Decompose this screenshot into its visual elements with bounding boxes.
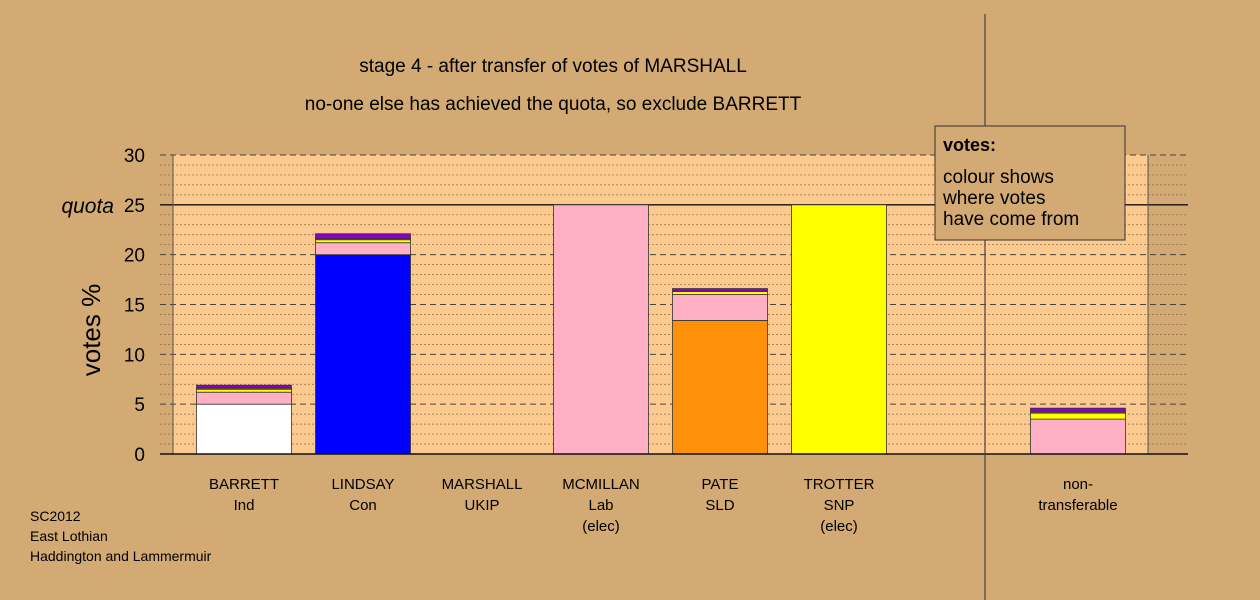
- bar-barrett-segment-ukip: [196, 384, 292, 389]
- footer-line: Haddington and Lammermuir: [30, 548, 212, 564]
- bar-nontransferable-segment-ukip: [1030, 407, 1126, 413]
- y-tick-label: 25: [124, 196, 145, 217]
- bar-trotter-segment-snp: [791, 204, 887, 455]
- candidate-name: MCMILLAN: [562, 476, 640, 493]
- bar-pate-segment-sld: [672, 320, 768, 455]
- y-tick-label: 15: [124, 296, 145, 317]
- nontransferable-label: transferable: [1038, 497, 1117, 514]
- legend-line: colour shows: [943, 167, 1054, 188]
- bar-barrett-segment-lab: [196, 391, 292, 405]
- party-label: Ind: [234, 497, 255, 514]
- nontransferable-label: non-: [1063, 476, 1093, 493]
- party-label: SLD: [705, 497, 734, 514]
- legend-line: have come from: [943, 209, 1079, 230]
- bar-lindsay-segment-con: [315, 254, 411, 455]
- chart-title: stage 4 - after transfer of votes of MAR…: [359, 56, 747, 77]
- legend-title: votes:: [943, 135, 996, 155]
- elected-note: (elec): [582, 518, 620, 535]
- footer-info: SC2012 East Lothian Haddington and Lamme…: [30, 506, 211, 566]
- axes: 0 5 10 15 20 25 30: [124, 14, 1188, 600]
- candidate-name: MARSHALL: [442, 476, 523, 493]
- candidate-name: TROTTER: [804, 476, 875, 493]
- bar-lindsay-segment-snp: [315, 239, 411, 244]
- legend-line: where votes: [942, 188, 1045, 209]
- elected-note: (elec): [820, 518, 858, 535]
- quota-label: quota: [61, 195, 114, 218]
- category-labels: BARRETT Ind LINDSAY Con MARSHALL UKIP MCMILLAN…: [209, 476, 1118, 535]
- bar-lindsay-segment-lab: [315, 242, 411, 256]
- y-tick-label: 10: [124, 345, 145, 366]
- party-label: UKIP: [464, 497, 499, 514]
- party-label: SNP: [824, 497, 855, 514]
- bar-nontransferable-segment-snp: [1030, 412, 1126, 420]
- candidate-name: BARRETT: [209, 476, 279, 493]
- bar-lindsay-segment-ukip: [315, 233, 411, 240]
- party-label: Con: [349, 497, 377, 514]
- bar-nontransferable-segment-lab: [1030, 418, 1126, 455]
- y-tick-label: 20: [124, 246, 145, 267]
- bar-pate-segment-lab: [672, 294, 768, 321]
- bar-pate-segment-ukip: [672, 288, 768, 292]
- y-tick-label: 0: [134, 445, 145, 466]
- bar-mcmillan-segment-lab: [553, 204, 649, 455]
- bars: [196, 204, 1126, 455]
- chart-subtitle: no-one else has achieved the quota, so e…: [305, 94, 802, 115]
- bar-barrett-segment-snp: [196, 388, 292, 393]
- bar-pate-segment-snp: [672, 291, 768, 295]
- y-tick-label: 30: [124, 146, 145, 167]
- footer-line: East Lothian: [30, 528, 108, 544]
- footer-line: SC2012: [30, 508, 81, 524]
- legend-box: votes: colour shows where votes have com…: [934, 125, 1126, 241]
- y-tick-label: 5: [134, 395, 145, 416]
- candidate-name: PATE: [702, 476, 739, 493]
- candidate-name: LINDSAY: [331, 476, 394, 493]
- bar-barrett-segment-ind: [196, 403, 292, 455]
- y-axis-label: votes %: [76, 284, 106, 377]
- party-label: Lab: [588, 497, 613, 514]
